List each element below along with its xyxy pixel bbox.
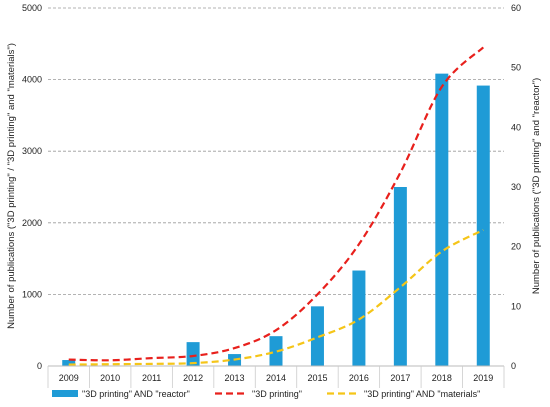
x-tick-label: 2009 — [59, 373, 79, 383]
bar — [393, 187, 407, 366]
y-right-tick-label: 20 — [511, 242, 521, 252]
x-tick-label: 2018 — [432, 373, 452, 383]
y-right-tick-label: 40 — [511, 122, 521, 132]
y-left-tick-label: 5000 — [22, 3, 42, 13]
series-line — [68, 46, 485, 362]
line-series — [68, 46, 485, 366]
x-tick-label: 2015 — [307, 373, 327, 383]
bar — [62, 360, 76, 366]
bar — [435, 73, 449, 366]
y-right-tick-label: 60 — [511, 3, 521, 13]
bar — [269, 336, 283, 366]
y-left-axis-title: Number of publications ("3D printing" / … — [6, 43, 17, 329]
legend-label: "3D printing" AND "reactor" — [82, 389, 190, 399]
y-left-tick-label: 0 — [37, 361, 42, 371]
legend-label: "3D printing" — [252, 389, 302, 399]
legend-label: "3D printing" AND "materials" — [364, 389, 480, 399]
y-right-tick-label: 10 — [511, 301, 521, 311]
y-left-tick-label: 4000 — [22, 75, 42, 85]
x-tick-label: 2017 — [390, 373, 410, 383]
y-left-tick-label: 3000 — [22, 146, 42, 156]
x-tick-label: 2011 — [142, 373, 161, 383]
x-tick-label: 2012 — [183, 373, 203, 383]
y-right-tick-label: 30 — [511, 182, 521, 192]
bar-series — [62, 73, 490, 367]
bar — [310, 306, 324, 366]
y-right-tick-label: 50 — [511, 63, 521, 73]
gridlines — [48, 7, 504, 295]
y-right-tick-labels: 0 10 20 30 40 50 60 — [511, 3, 521, 371]
bar — [476, 85, 490, 367]
x-tick-label: 2019 — [473, 373, 493, 383]
legend-swatch — [52, 390, 78, 397]
y-right-tick-label: 0 — [511, 361, 516, 371]
x-tick-label: 2016 — [349, 373, 369, 383]
y-left-tick-label: 2000 — [22, 218, 42, 228]
legend: "3D printing" AND "reactor" "3D printing"… — [52, 389, 480, 399]
series-line — [68, 228, 484, 366]
bar — [186, 342, 200, 366]
y-left-tick-labels: 0 1000 2000 3000 4000 5000 — [22, 3, 42, 371]
y-right-axis-title: Number of publications ("3D printing" an… — [531, 78, 542, 294]
x-tick-labels: 2009 2010 2011 2012 2013 2014 2015 2016 2017 2018… — [47, 366, 505, 388]
x-tick-label: 2010 — [100, 373, 120, 383]
y-left-tick-label: 1000 — [22, 289, 42, 299]
x-tick-label: 2014 — [266, 373, 286, 383]
x-tick-label: 2013 — [225, 373, 245, 383]
